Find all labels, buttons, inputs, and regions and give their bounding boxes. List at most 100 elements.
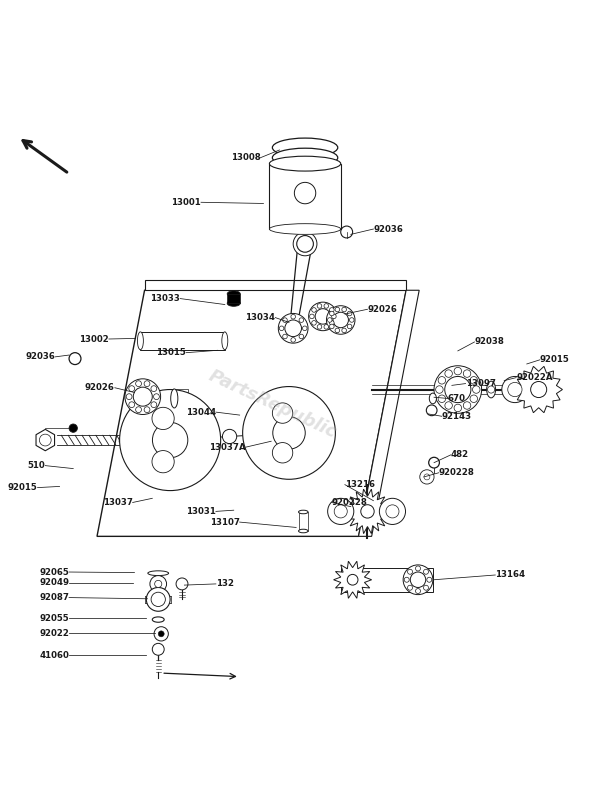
Circle shape — [335, 307, 340, 312]
Bar — [145, 596, 172, 603]
Circle shape — [438, 395, 446, 403]
Circle shape — [40, 434, 51, 446]
Circle shape — [328, 318, 332, 323]
Polygon shape — [334, 561, 371, 598]
Circle shape — [133, 387, 152, 406]
Circle shape — [329, 311, 334, 316]
Ellipse shape — [487, 382, 496, 398]
Circle shape — [152, 644, 164, 655]
Ellipse shape — [171, 389, 178, 408]
Circle shape — [410, 572, 426, 587]
Text: 13107: 13107 — [209, 517, 239, 527]
Circle shape — [438, 377, 446, 384]
Ellipse shape — [137, 332, 143, 349]
Circle shape — [416, 589, 421, 593]
Bar — [140, 332, 225, 349]
Circle shape — [508, 382, 522, 396]
Circle shape — [329, 320, 334, 325]
Text: 920228: 920228 — [332, 498, 368, 507]
Circle shape — [342, 307, 346, 312]
Circle shape — [434, 366, 482, 414]
Circle shape — [333, 312, 349, 327]
Text: 92022A: 92022A — [516, 373, 553, 382]
Circle shape — [312, 320, 316, 325]
Circle shape — [470, 395, 478, 403]
Circle shape — [152, 422, 188, 458]
Polygon shape — [359, 290, 419, 536]
Circle shape — [349, 318, 354, 323]
Circle shape — [291, 338, 295, 342]
Ellipse shape — [222, 332, 228, 349]
Circle shape — [521, 371, 557, 407]
Circle shape — [404, 577, 409, 582]
Bar — [299, 512, 308, 531]
Circle shape — [436, 385, 443, 393]
Text: 920228: 920228 — [439, 468, 475, 477]
Circle shape — [445, 370, 452, 378]
Ellipse shape — [148, 571, 169, 575]
Circle shape — [427, 577, 432, 582]
Text: 13008: 13008 — [231, 153, 260, 162]
Circle shape — [299, 334, 304, 339]
Text: 482: 482 — [451, 451, 469, 459]
Circle shape — [272, 443, 293, 463]
Ellipse shape — [269, 224, 341, 235]
Circle shape — [154, 394, 160, 400]
Text: 13031: 13031 — [186, 507, 216, 516]
Circle shape — [136, 381, 142, 386]
Circle shape — [530, 382, 547, 397]
Circle shape — [445, 377, 471, 403]
Circle shape — [176, 578, 188, 590]
Polygon shape — [97, 290, 406, 536]
Circle shape — [297, 236, 313, 252]
Text: PartsRepublic: PartsRepublic — [205, 367, 339, 442]
Circle shape — [416, 566, 421, 571]
Bar — [227, 294, 240, 303]
Ellipse shape — [227, 301, 240, 306]
Circle shape — [473, 385, 480, 393]
Circle shape — [152, 407, 174, 429]
Text: 92055: 92055 — [40, 614, 69, 623]
Circle shape — [150, 575, 167, 592]
Circle shape — [424, 569, 428, 575]
Text: 41060: 41060 — [39, 651, 69, 659]
Circle shape — [420, 469, 434, 484]
Circle shape — [151, 385, 157, 392]
Circle shape — [488, 386, 494, 393]
Circle shape — [273, 417, 305, 449]
Text: 13015: 13015 — [157, 349, 186, 357]
Circle shape — [324, 324, 329, 329]
Text: 13097: 13097 — [466, 379, 496, 388]
Circle shape — [136, 407, 142, 413]
Circle shape — [334, 505, 347, 518]
Text: 670: 670 — [448, 394, 466, 403]
Polygon shape — [145, 279, 406, 290]
Circle shape — [69, 424, 77, 433]
Circle shape — [470, 377, 478, 384]
Circle shape — [424, 586, 428, 590]
Circle shape — [407, 586, 413, 590]
Text: 13044: 13044 — [186, 407, 216, 417]
Polygon shape — [515, 367, 562, 413]
Bar — [341, 568, 433, 592]
Bar — [269, 163, 341, 229]
Circle shape — [312, 308, 316, 312]
Circle shape — [332, 314, 336, 319]
Circle shape — [407, 569, 413, 575]
Circle shape — [154, 626, 169, 641]
Circle shape — [502, 377, 528, 403]
Circle shape — [119, 389, 221, 491]
Circle shape — [223, 429, 236, 444]
Ellipse shape — [429, 393, 436, 403]
Circle shape — [342, 328, 346, 333]
Circle shape — [144, 381, 150, 386]
Circle shape — [151, 402, 157, 407]
Ellipse shape — [272, 148, 338, 167]
Circle shape — [353, 497, 382, 526]
Circle shape — [315, 309, 331, 324]
Circle shape — [126, 394, 132, 400]
Circle shape — [151, 592, 166, 607]
Circle shape — [283, 318, 287, 323]
Circle shape — [454, 367, 461, 375]
Text: 13002: 13002 — [79, 334, 109, 344]
